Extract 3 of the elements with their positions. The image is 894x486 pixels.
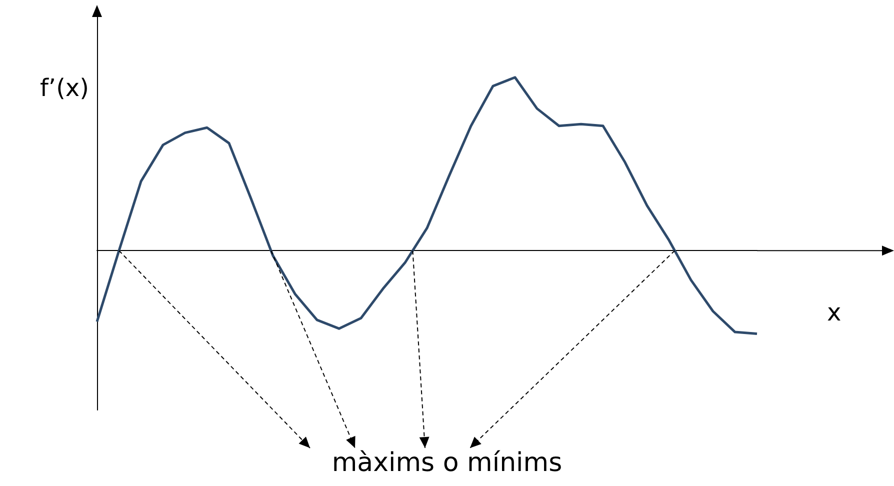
text: màxims o mínims <box>332 448 562 478</box>
x-axis-title: x <box>827 298 842 327</box>
y-axis-title: f’(x) <box>40 74 89 102</box>
